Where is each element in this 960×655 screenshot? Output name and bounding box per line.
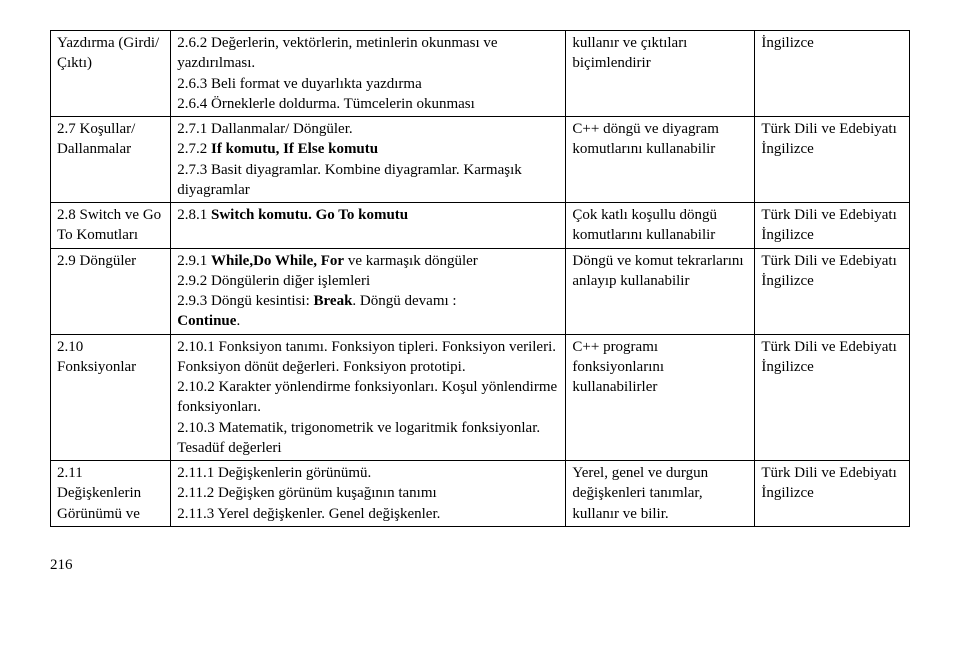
table-row: 2.7 Koşullar/ Dallanmalar2.7.1 Dallanmal… xyxy=(51,117,910,203)
col-related: Türk Dili ve Edebiyatı İngilizce xyxy=(755,203,910,249)
col-topic: 2.10 Fonksiyonlar xyxy=(51,334,171,461)
col-content: 2.9.1 While,Do While, For ve karmaşık dö… xyxy=(171,248,566,334)
table-row: 2.9 Döngüler2.9.1 While,Do While, For ve… xyxy=(51,248,910,334)
col-content: 2.6.2 Değerlerin, vektörlerin, metinleri… xyxy=(171,31,566,117)
col-related: Türk Dili ve Edebiyatı İngilizce xyxy=(755,461,910,527)
col-outcome: kullanır ve çıktıları biçimlendirir xyxy=(566,31,755,117)
col-outcome: C++ döngü ve diyagram komutlarını kullan… xyxy=(566,117,755,203)
table-row: 2.11 Değişkenlerin Görünümü ve2.11.1 Değ… xyxy=(51,461,910,527)
col-related: Türk Dili ve Edebiyatı İngilizce xyxy=(755,248,910,334)
col-outcome: Çok katlı koşullu döngü komutlarını kull… xyxy=(566,203,755,249)
col-related: Türk Dili ve Edebiyatı İngilizce xyxy=(755,117,910,203)
col-topic: Yazdırma (Girdi/Çıktı) xyxy=(51,31,171,117)
col-content: 2.10.1 Fonksiyon tanımı. Fonksiyon tiple… xyxy=(171,334,566,461)
col-related: İngilizce xyxy=(755,31,910,117)
table-row: Yazdırma (Girdi/Çıktı)2.6.2 Değerlerin, … xyxy=(51,31,910,117)
content-table: Yazdırma (Girdi/Çıktı)2.6.2 Değerlerin, … xyxy=(50,30,910,527)
col-topic: 2.11 Değişkenlerin Görünümü ve xyxy=(51,461,171,527)
col-outcome: Döngü ve komut tekrarlarını anlayıp kull… xyxy=(566,248,755,334)
col-content: 2.7.1 Dallanmalar/ Döngüler.2.7.2 If kom… xyxy=(171,117,566,203)
page-number: 216 xyxy=(50,557,910,574)
table-row: 2.8 Switch ve Go To Komutları2.8.1 Switc… xyxy=(51,203,910,249)
col-content: 2.8.1 Switch komutu. Go To komutu xyxy=(171,203,566,249)
col-topic: 2.8 Switch ve Go To Komutları xyxy=(51,203,171,249)
col-related: Türk Dili ve Edebiyatı İngilizce xyxy=(755,334,910,461)
col-outcome: Yerel, genel ve durgun değişkenleri tanı… xyxy=(566,461,755,527)
col-outcome: C++ programı fonksiyonlarını kullanabili… xyxy=(566,334,755,461)
col-content: 2.11.1 Değişkenlerin görünümü.2.11.2 Değ… xyxy=(171,461,566,527)
col-topic: 2.9 Döngüler xyxy=(51,248,171,334)
col-topic: 2.7 Koşullar/ Dallanmalar xyxy=(51,117,171,203)
table-row: 2.10 Fonksiyonlar2.10.1 Fonksiyon tanımı… xyxy=(51,334,910,461)
